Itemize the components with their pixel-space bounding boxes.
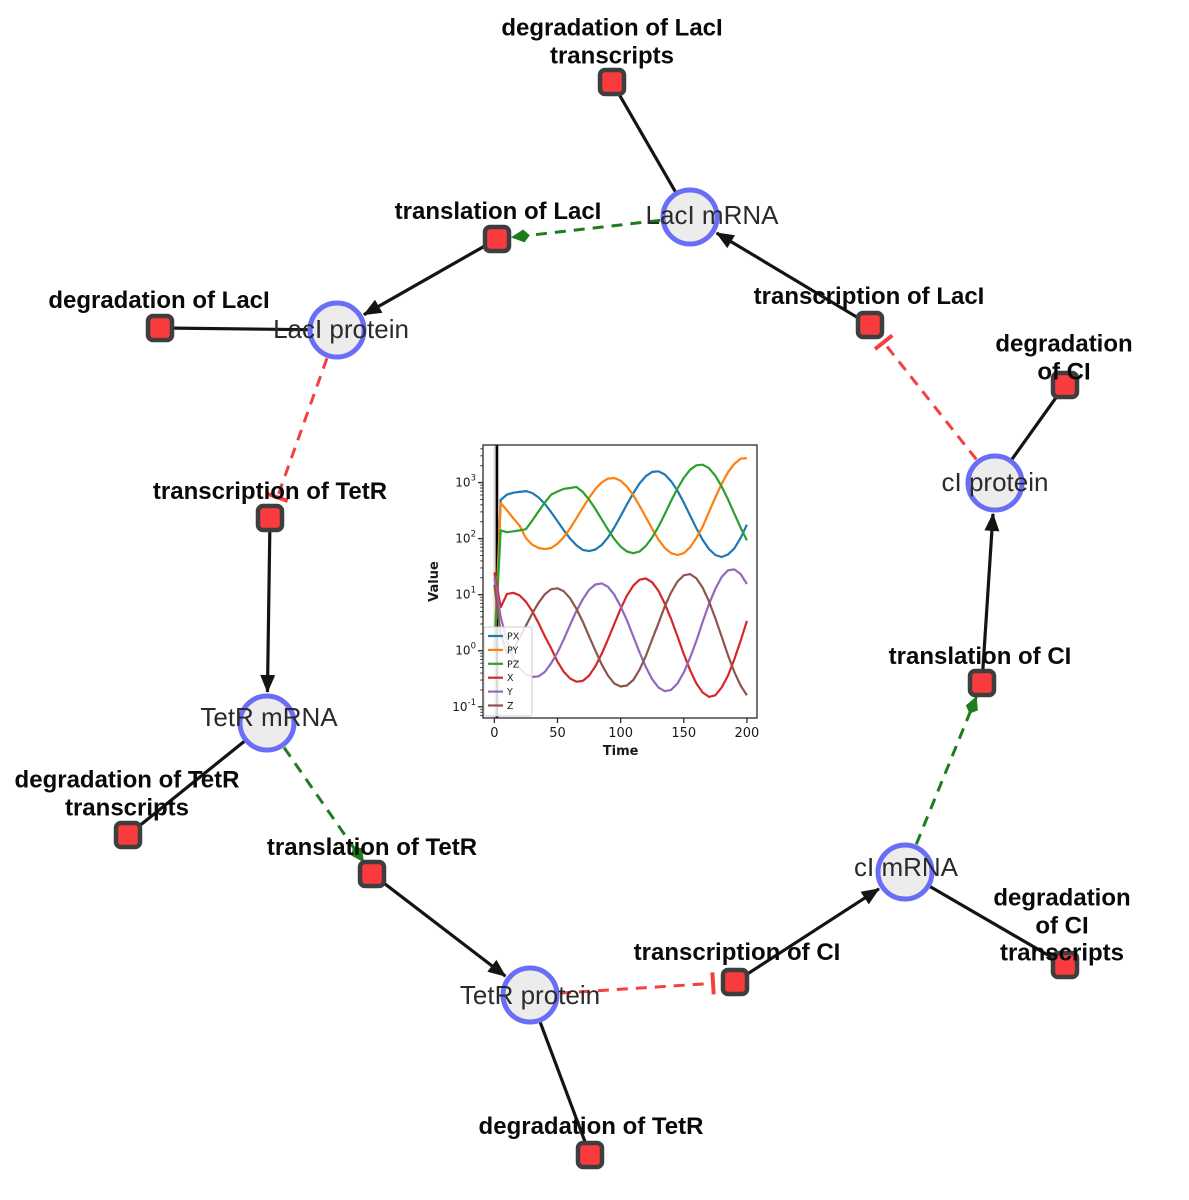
svg-text:101: 101 bbox=[455, 586, 476, 602]
edge-laci-protein-txn-tetr[interactable] bbox=[266, 357, 329, 503]
edge-transl-laci-laci-protein[interactable] bbox=[359, 244, 487, 321]
edge-tetr-mrna-transl-tetr[interactable] bbox=[282, 746, 369, 867]
plot-series-z bbox=[493, 573, 748, 696]
species-ci-mrna-node[interactable] bbox=[875, 842, 935, 902]
svg-text:102: 102 bbox=[455, 530, 476, 546]
species-laci-mrna-node[interactable] bbox=[660, 187, 720, 247]
svg-text:PX: PX bbox=[507, 632, 520, 643]
reaction-txn-ci-node[interactable] bbox=[720, 967, 750, 997]
plot-series-y bbox=[493, 568, 748, 693]
y-axis-label: Value bbox=[427, 561, 442, 602]
edge-tetr-mrna-deg-tetr-tx[interactable] bbox=[137, 739, 246, 828]
reaction-transl-tetr-node[interactable] bbox=[357, 859, 387, 889]
edge-txn-laci-laci-mrna[interactable] bbox=[712, 226, 860, 320]
svg-text:100: 100 bbox=[455, 642, 476, 658]
svg-text:Z: Z bbox=[507, 701, 514, 712]
species-ci-protein-node[interactable] bbox=[965, 453, 1025, 513]
reaction-deg-laci-tx-node[interactable] bbox=[597, 67, 627, 97]
edge-txn-ci-ci-mrna[interactable] bbox=[745, 882, 884, 977]
reaction-transl-laci-node[interactable] bbox=[482, 224, 512, 254]
simulation-plot: 0 50 100 150 200Time10-1100101102103ValuePXP… bbox=[427, 444, 759, 759]
arrowhead-icon bbox=[984, 512, 1000, 532]
edge-laci-mrna-deg-laci-tx[interactable] bbox=[617, 93, 677, 193]
svg-text:0: 0 bbox=[490, 726, 498, 741]
plot-series-px bbox=[493, 470, 748, 651]
edge-transl-ci-ci-protein[interactable] bbox=[981, 512, 1001, 671]
edge-ci-protein-txn-laci[interactable] bbox=[873, 333, 978, 461]
svg-text:PY: PY bbox=[507, 645, 519, 656]
inhibition-tee-icon bbox=[266, 491, 289, 503]
svg-text:100: 100 bbox=[608, 726, 633, 741]
reaction-txn-laci-node[interactable] bbox=[855, 310, 885, 340]
edge-laci-mrna-transl-laci[interactable] bbox=[510, 218, 661, 243]
svg-text:X: X bbox=[507, 673, 514, 684]
edge-ci-protein-deg-ci[interactable] bbox=[1010, 395, 1059, 461]
modifier-arrowhead-icon bbox=[965, 695, 978, 714]
modifier-arrowhead-icon bbox=[510, 229, 530, 243]
reaction-deg-ci-tx-node[interactable] bbox=[1050, 950, 1080, 980]
edge-laci-protein-deg-laci[interactable] bbox=[173, 326, 309, 332]
svg-text:10-1: 10-1 bbox=[452, 698, 476, 714]
edge-tetr-protein-deg-tetr[interactable] bbox=[538, 1021, 587, 1143]
modifier-arrowhead-icon bbox=[351, 846, 365, 863]
edge-transl-tetr-tetr-protein[interactable] bbox=[381, 880, 510, 983]
species-laci-protein-node[interactable] bbox=[307, 300, 367, 360]
reaction-deg-ci-node[interactable] bbox=[1050, 370, 1080, 400]
edge-tetr-protein-txn-ci[interactable] bbox=[559, 972, 716, 995]
arrowhead-icon bbox=[860, 888, 880, 905]
x-axis-label: Time bbox=[603, 744, 639, 759]
species-tetr-protein-node[interactable] bbox=[500, 965, 560, 1025]
plot-x-axis: 0 50 100 150 200 bbox=[490, 718, 759, 741]
svg-text:PZ: PZ bbox=[507, 659, 520, 670]
svg-text:50: 50 bbox=[549, 726, 566, 741]
svg-text:103: 103 bbox=[455, 474, 476, 490]
plot-series-pz bbox=[493, 463, 748, 651]
plot-series-py bbox=[493, 457, 747, 651]
reaction-deg-tetr-tx-node[interactable] bbox=[113, 820, 143, 850]
arrowhead-icon bbox=[363, 299, 383, 316]
reaction-deg-laci-node[interactable] bbox=[145, 313, 175, 343]
plot-legend: PX PY PZ XYZ bbox=[483, 626, 533, 717]
inhibition-tee-icon bbox=[873, 333, 894, 351]
species-tetr-mrna-node[interactable] bbox=[237, 693, 297, 753]
reaction-txn-tetr-node[interactable] bbox=[255, 503, 285, 533]
edge-ci-mrna-deg-ci-tx[interactable] bbox=[929, 885, 1054, 960]
arrowhead-icon bbox=[260, 674, 276, 694]
edge-ci-mrna-transl-ci[interactable] bbox=[914, 694, 982, 845]
reaction-deg-tetr-node[interactable] bbox=[575, 1140, 605, 1170]
arrowhead-icon bbox=[487, 959, 507, 977]
plot-y-axis: 10-1 100 101 102 103 bbox=[452, 448, 483, 716]
svg-text:150: 150 bbox=[671, 726, 696, 741]
arrowhead-icon bbox=[715, 232, 736, 249]
inhibition-tee-icon bbox=[710, 972, 716, 995]
svg-text:Y: Y bbox=[506, 687, 513, 698]
reaction-transl-ci-node[interactable] bbox=[967, 668, 997, 698]
svg-text:200: 200 bbox=[734, 726, 759, 741]
edge-txn-tetr-tetr-mrna[interactable] bbox=[260, 530, 276, 694]
